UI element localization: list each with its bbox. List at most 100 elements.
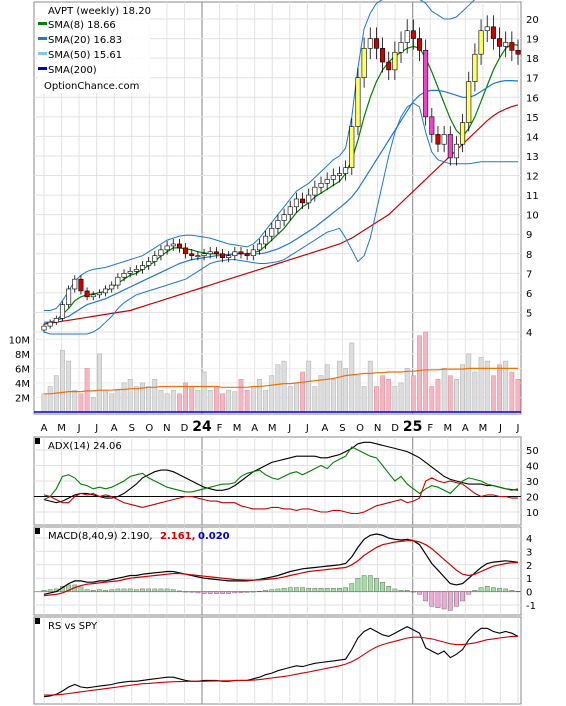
rs-series: [43, 625, 519, 698]
candle-body: [263, 235, 269, 245]
candle-body: [484, 26, 490, 32]
-di-line: [43, 477, 518, 515]
candle-body: [435, 134, 441, 145]
x-tick-label: M: [57, 423, 66, 434]
candle-body: [250, 249, 256, 257]
macd-histogram-bar: [349, 583, 355, 592]
macd-histogram-bar: [410, 591, 416, 593]
volume-bar: [72, 389, 78, 413]
candle-body: [324, 179, 330, 184]
volume-bar: [263, 389, 269, 413]
x-tick-label: S: [339, 423, 345, 434]
candle-body: [78, 278, 84, 292]
volume-bar: [287, 386, 293, 413]
macd-histogram-bar: [250, 591, 256, 593]
macd-histogram-bar: [330, 588, 336, 592]
candle-body: [503, 42, 509, 47]
macd-histogram-bar: [146, 588, 152, 592]
candle-body: [349, 126, 355, 168]
x-tick-label: D: [181, 423, 189, 434]
volume-bar: [257, 379, 262, 413]
volume-bar: [466, 353, 472, 413]
legend-swatch-sma8: [38, 22, 47, 25]
macd-histogram-bar: [454, 591, 459, 607]
price-tick-label: 20: [526, 15, 539, 26]
price-tick-label: 4: [526, 328, 532, 339]
macd-histogram-bar: [47, 589, 53, 592]
candle-body: [256, 243, 262, 251]
volume-bar: [312, 386, 318, 413]
macd-histogram-bar: [158, 588, 164, 592]
volume-bar: [207, 389, 213, 413]
macd-histogram-bar: [355, 578, 361, 592]
macd-histogram-bar: [238, 591, 244, 593]
x-tick-label: J: [516, 423, 520, 434]
legend-sma8: SMA(8) 18.66: [48, 20, 116, 31]
macd-histogram-bar: [164, 588, 170, 592]
volume-bar: [66, 360, 72, 413]
adx-tick-label: 50: [526, 446, 539, 457]
volume-tick-label: 6M: [15, 364, 30, 375]
x-tick-label: M: [233, 423, 242, 434]
macd-histogram-bar: [312, 588, 318, 592]
price-tick-label: 6: [526, 289, 532, 300]
price-legend: AVPT (weekly) 18.20 SMA(8) 18.66 SMA(20)…: [38, 3, 151, 93]
macd-histogram-bar: [201, 591, 207, 594]
candle-body: [312, 186, 318, 196]
candle-body: [232, 251, 238, 257]
adx-tick-label: 40: [526, 462, 539, 473]
volume-bar: [170, 389, 176, 413]
volume-bar: [41, 393, 47, 413]
candle-body: [121, 273, 127, 278]
candle-body: [139, 265, 145, 270]
price-tick-label: 16: [526, 93, 539, 104]
macd-histogram-bar: [84, 589, 90, 592]
macd-histogram-bar: [232, 591, 238, 594]
macd-histogram-bar: [417, 591, 422, 595]
volume-bar: [244, 389, 250, 413]
volume-bar: [158, 389, 164, 413]
x-tick-label: J: [94, 423, 98, 434]
legend-sma50: SMA(50) 15.61: [48, 50, 122, 61]
volume-tick-label: 4M: [15, 379, 30, 390]
legend-swatch-sma200: [38, 67, 47, 70]
macd-histogram-bar: [177, 590, 182, 592]
price-series: [43, 0, 519, 335]
volume-bar: [103, 389, 108, 413]
macd-histogram-bar: [287, 587, 293, 592]
macd-histogram-bar: [244, 591, 250, 593]
volume-bar: [269, 375, 275, 413]
macd-histogram-bar: [226, 591, 232, 594]
volume-bar: [300, 371, 305, 413]
candle-body: [300, 198, 306, 204]
adx-tick-label: 10: [526, 508, 539, 519]
volume-bar: [226, 389, 232, 413]
macd-histogram-bar: [503, 588, 509, 592]
candle-body: [472, 53, 478, 82]
candle-body: [115, 276, 121, 286]
macd-histogram-bar: [127, 588, 133, 592]
price-tick-label: 18: [526, 54, 539, 65]
sma-20--line: [44, 79, 519, 323]
candle-body: [275, 220, 281, 229]
volume-bars: [34, 331, 521, 413]
candle-body: [189, 253, 195, 257]
macd-histogram-bar: [343, 587, 348, 592]
volume-bar: [380, 375, 385, 413]
macd-histogram-bar: [121, 588, 127, 592]
price-tick-label: 14: [526, 132, 539, 143]
candle-body: [336, 173, 342, 176]
volume-bar: [60, 349, 65, 413]
candle-body: [466, 81, 472, 123]
macd-tick-label: 3: [526, 547, 532, 558]
macd-histogram-bar: [478, 587, 484, 592]
candle-body: [201, 253, 207, 257]
axis-labels: A M J J A S O N D 24 F M A M J J A S O N D 25 F M A M J J4567891011…: [9, 15, 539, 612]
rs-sma-line: [44, 635, 518, 696]
volume-bar: [152, 379, 158, 413]
x-tick-label: A: [41, 423, 48, 434]
volume-bar: [109, 393, 115, 413]
volume-bar: [460, 364, 466, 413]
volume-bar: [349, 342, 355, 413]
